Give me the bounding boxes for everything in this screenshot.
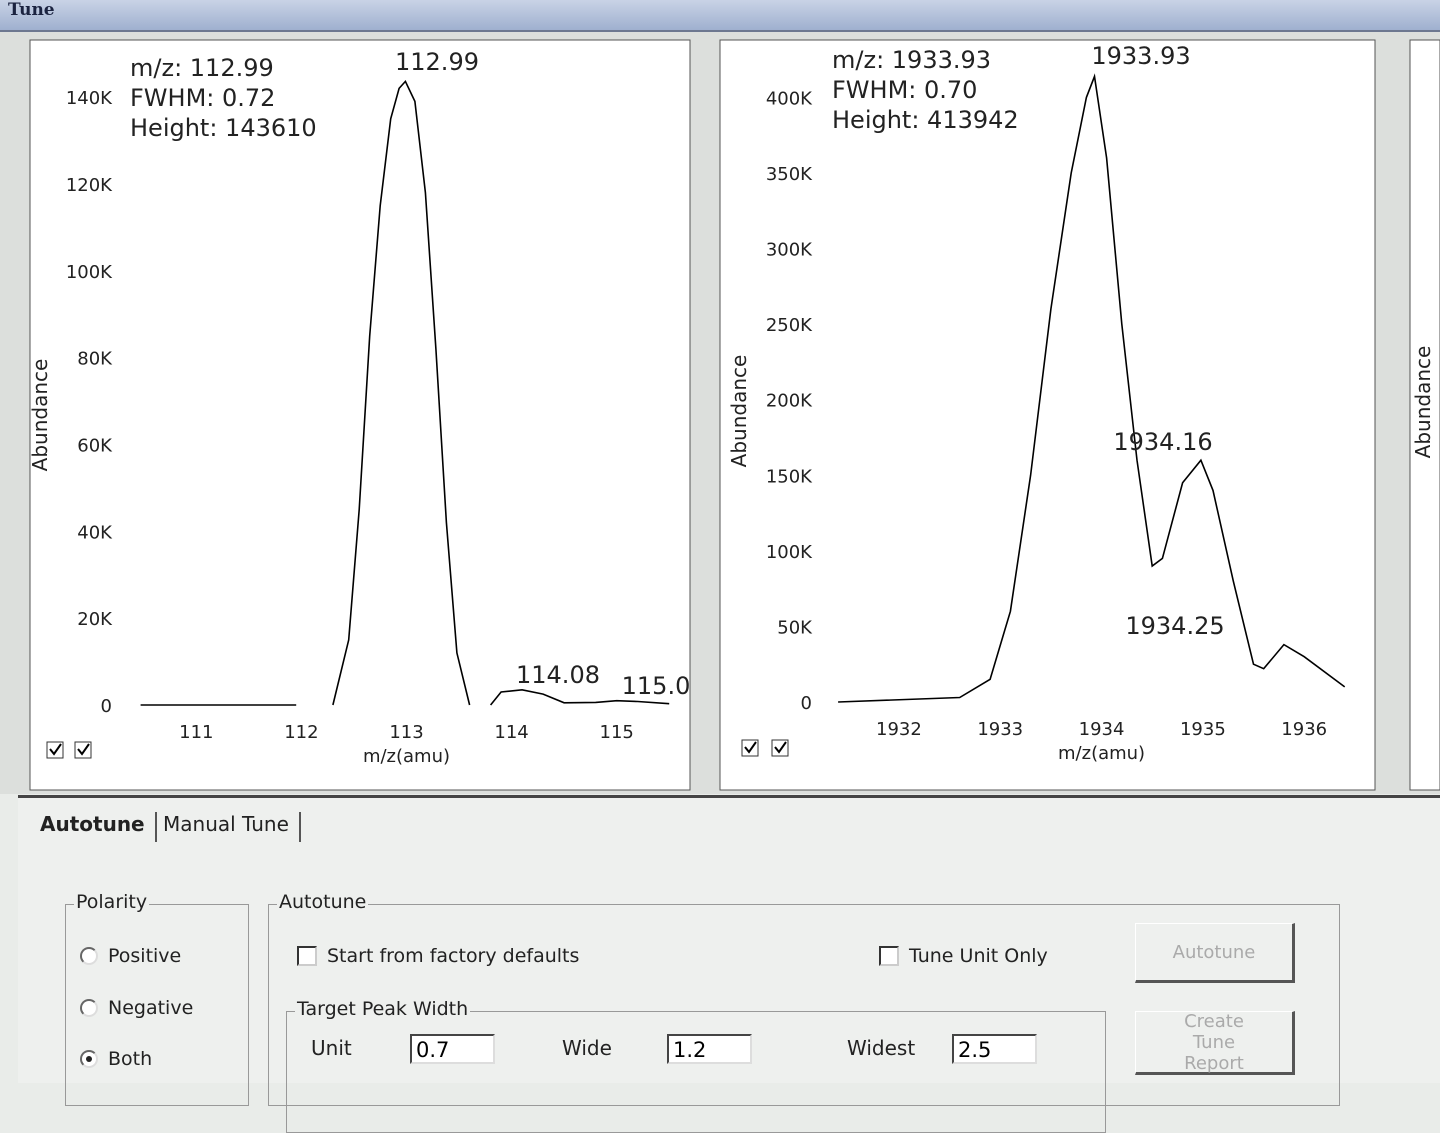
group-title: Target Peak Width	[295, 998, 471, 1020]
radio[interactable]	[80, 1050, 98, 1068]
y-tick-label: 350K	[766, 164, 813, 185]
x-axis-label: m/z(amu)	[1058, 743, 1145, 764]
checkbox[interactable]	[297, 946, 317, 966]
y-axis-label: Abundance	[727, 355, 751, 468]
peak-info: Height: 413942	[832, 106, 1019, 134]
check-mark	[744, 741, 757, 754]
radio[interactable]	[80, 999, 98, 1017]
window-title: Tune	[8, 0, 55, 20]
check-mark	[77, 743, 90, 756]
y-tick-label: 250K	[766, 315, 813, 336]
y-tick-label: 300K	[766, 240, 813, 261]
peak-label: 114.08	[516, 661, 600, 689]
chart-panel	[719, 39, 1376, 791]
radio-label: Both	[108, 1048, 153, 1070]
autotune-button[interactable]: Autotune	[1135, 923, 1295, 983]
y-tick-label: 200K	[766, 391, 813, 412]
spectrum-line	[140, 79, 670, 706]
text-input[interactable]: 1.2	[667, 1034, 752, 1064]
text-input[interactable]: 2.5	[952, 1034, 1037, 1064]
radio-option[interactable]: Both	[80, 1048, 152, 1070]
field-label: Widest	[847, 1036, 916, 1060]
check-mark	[774, 741, 787, 754]
radio-label: Positive	[108, 945, 182, 967]
x-tick-label: 112	[284, 722, 318, 743]
y-tick-label: 40K	[77, 522, 113, 543]
tab[interactable]: Manual Tune	[153, 812, 301, 842]
y-tick-label: 400K	[766, 88, 813, 109]
y-tick-label: 100K	[66, 262, 113, 283]
checkbox-label: Tune Unit Only	[909, 945, 1048, 967]
x-tick-label: 113	[389, 722, 423, 743]
x-tick-label: 1936	[1281, 719, 1327, 740]
peak-label: 1933.93	[1091, 42, 1190, 70]
peak-info: Height: 143610	[130, 114, 317, 142]
group-title: Autotune	[277, 891, 369, 913]
y-tick-label: 0	[101, 696, 112, 717]
x-tick-label: 115	[600, 722, 634, 743]
checkbox-option[interactable]: Start from factory defaults	[297, 945, 579, 967]
radio-option[interactable]: Negative	[80, 997, 193, 1019]
tab[interactable]: Autotune	[30, 812, 157, 842]
peak-info: FWHM: 0.72	[130, 84, 275, 112]
control-panel: Autotune Manual Tune Polarity Positive N…	[18, 795, 1440, 1133]
autotune-group: Autotune Start from factory defaults Tun…	[268, 891, 1340, 1133]
x-tick-label: 1934	[1079, 719, 1125, 740]
peak-label: 115.0	[622, 672, 691, 700]
checkbox[interactable]	[879, 946, 899, 966]
y-tick-label: 0	[801, 693, 812, 714]
side-axis-label: Abundance	[1411, 346, 1435, 459]
polarity-group: Polarity Positive Negative Both	[65, 891, 249, 1106]
peak-info: FWHM: 0.70	[832, 76, 977, 104]
peak-info: m/z: 112.99	[130, 54, 274, 82]
checkbox-label: Start from factory defaults	[327, 945, 580, 967]
y-tick-label: 20K	[77, 609, 113, 630]
checkbox-option[interactable]: Tune Unit Only	[879, 945, 1048, 967]
x-tick-label: 1933	[977, 719, 1023, 740]
y-tick-label: 60K	[77, 435, 113, 456]
y-tick-label: 80K	[77, 349, 113, 370]
check-mark	[49, 743, 62, 756]
x-tick-label: 1932	[876, 719, 922, 740]
radio[interactable]	[80, 947, 98, 965]
spectrum-line	[838, 73, 1346, 703]
title-bar: Tune	[0, 0, 1440, 32]
x-tick-label: 1935	[1180, 719, 1226, 740]
x-axis-label: m/z(amu)	[363, 746, 450, 767]
field-label: Wide	[562, 1036, 612, 1060]
target-peak-width-group: Target Peak Width Unit 0.7 Wide 1.2 Wide…	[286, 998, 1106, 1133]
y-axis-label: Abundance	[28, 359, 52, 472]
y-tick-label: 50K	[777, 617, 813, 638]
peak-label: 1934.16	[1113, 428, 1212, 456]
create-report-button[interactable]: Create Tune Report	[1135, 1011, 1295, 1075]
charts-area: Abundance 0 20K 40K 60K 80K 100K 120K 140K 111 11…	[0, 32, 1440, 794]
y-tick-label: 150K	[766, 466, 813, 487]
radio-label: Negative	[108, 997, 194, 1019]
radio-option[interactable]: Positive	[80, 945, 181, 967]
x-tick-label: 114	[494, 722, 528, 743]
chart-panel	[1409, 39, 1440, 791]
checkboxes[interactable]	[46, 739, 789, 759]
y-tick-label: 100K	[766, 542, 813, 563]
peak-label: 112.99	[395, 48, 479, 76]
peak-label: 1934.25	[1125, 612, 1224, 640]
y-tick-label: 120K	[66, 175, 113, 196]
chart-panel	[29, 39, 691, 791]
field-label: Unit	[311, 1036, 352, 1060]
x-tick-label: 111	[179, 722, 213, 743]
text-input[interactable]: 0.7	[410, 1034, 495, 1064]
group-title: Polarity	[74, 891, 150, 913]
y-tick-label: 140K	[66, 88, 113, 109]
peak-info: m/z: 1933.93	[832, 46, 991, 74]
